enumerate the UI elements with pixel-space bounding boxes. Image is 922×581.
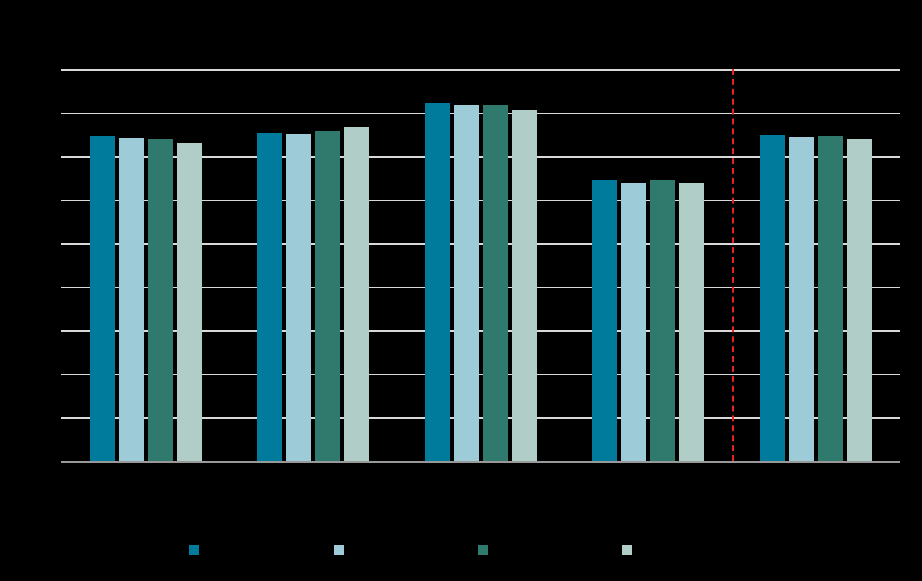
legend-swatch-icon	[334, 545, 344, 555]
legend-swatch-icon	[189, 545, 199, 555]
bar	[650, 180, 675, 461]
bar	[760, 135, 785, 461]
legend-item	[622, 545, 638, 555]
gridline	[61, 330, 900, 332]
legend-item	[478, 545, 494, 555]
gridline	[61, 112, 900, 115]
bar	[454, 105, 479, 461]
bar	[119, 137, 144, 461]
bar	[847, 139, 872, 461]
divider-dashed-line	[732, 69, 734, 461]
gridline	[61, 286, 900, 289]
bar	[512, 109, 537, 461]
bar	[286, 133, 311, 461]
gridline	[61, 156, 900, 158]
legend-item	[189, 545, 205, 555]
bar	[257, 133, 282, 461]
legend-item	[334, 545, 350, 555]
bar	[425, 102, 450, 461]
gridline	[61, 69, 900, 71]
plot-area	[61, 69, 900, 463]
gridline	[61, 373, 900, 376]
x-axis-baseline	[61, 461, 900, 463]
bar	[344, 126, 369, 461]
gridline	[61, 417, 900, 419]
legend-swatch-icon	[478, 545, 488, 555]
bar	[90, 136, 115, 461]
bar	[818, 136, 843, 461]
legend-swatch-icon	[622, 545, 632, 555]
gridline	[61, 199, 900, 202]
bar	[148, 139, 173, 461]
bar	[483, 105, 508, 461]
gridline	[61, 243, 900, 245]
bar	[621, 183, 646, 461]
bar	[679, 183, 704, 461]
bar	[592, 180, 617, 461]
legend	[0, 545, 922, 557]
bar	[177, 143, 202, 461]
bar	[789, 136, 814, 461]
bar	[315, 130, 340, 461]
